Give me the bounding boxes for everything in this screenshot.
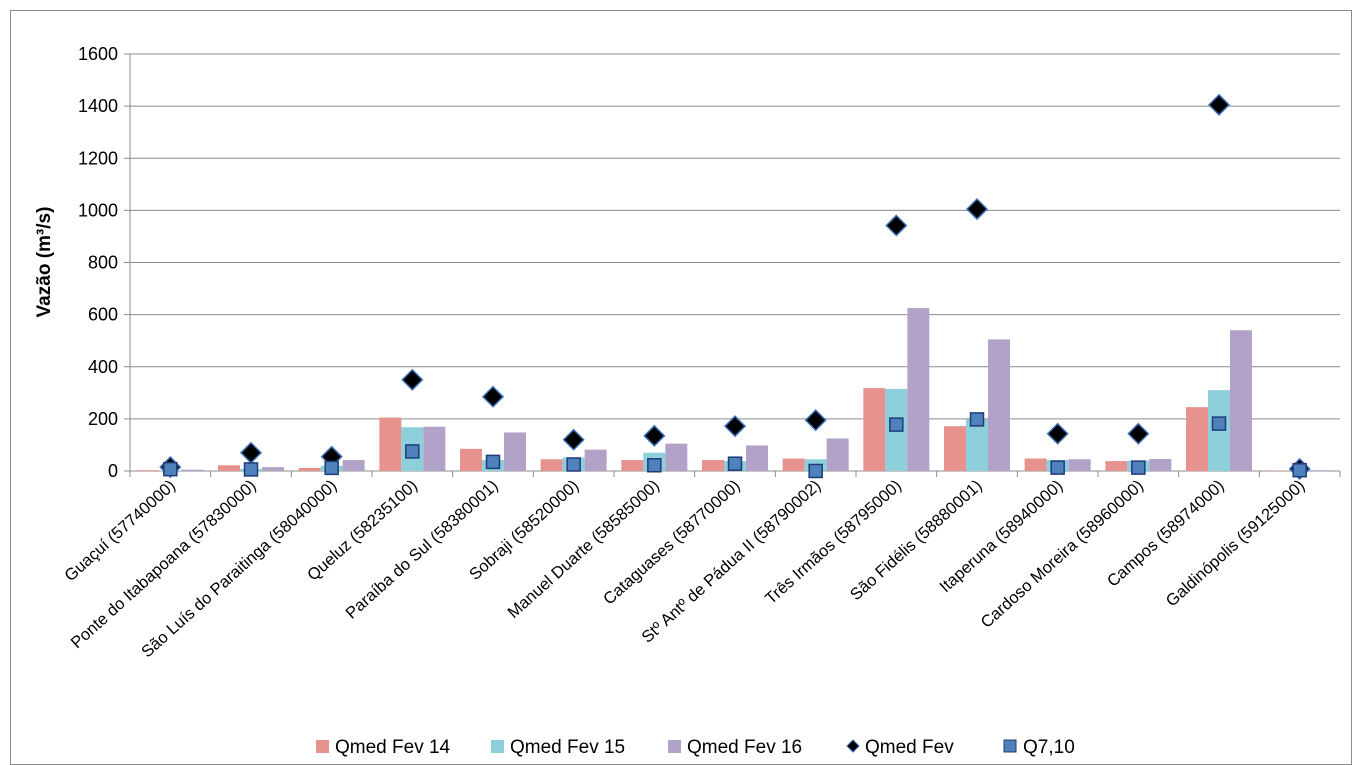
marker-q7-10 <box>889 417 904 432</box>
legend-swatch <box>846 739 860 753</box>
bar-qmed-fev-14 <box>218 465 240 471</box>
bar-qmed-fev-16 <box>423 426 446 471</box>
x-category-label: Três Irmãos (58795000) <box>762 477 905 608</box>
marker-q7-10 <box>727 456 743 471</box>
bar-qmed-fev-16 <box>1310 470 1333 471</box>
x-category-label: São Fidélis (58880001) <box>847 477 986 605</box>
x-category-labels: Guaçuí (57740000)Ponte do Itabapoana (57… <box>61 477 1308 662</box>
bar-qmed-fev-14 <box>1266 470 1289 471</box>
bar-qmed-fev-16 <box>665 443 688 471</box>
marker-qmed-fev <box>401 368 424 391</box>
markers <box>159 93 1311 480</box>
marker-qmed-fev <box>481 385 505 408</box>
marker-qmed-fev <box>965 198 989 221</box>
bar-qmed-fev-14 <box>298 467 321 471</box>
gridlines <box>124 53 1340 472</box>
marker-q7-10 <box>647 458 662 473</box>
x-category-label: Paraíba do Sul (58380001) <box>342 477 501 623</box>
marker-q7-10 <box>324 460 339 476</box>
y-tick-label: 0 <box>108 461 118 481</box>
legend-label: Qmed Fev 14 <box>335 737 451 758</box>
marker-qmed-fev <box>804 409 827 432</box>
marker-q7-10 <box>566 457 581 472</box>
legend-label: Qmed Fev <box>865 737 954 758</box>
marker-qmed-fev <box>885 214 908 237</box>
bar-qmed-fev-14 <box>379 417 402 471</box>
legend-label: Q7,10 <box>1023 737 1075 758</box>
legend-swatch <box>491 740 504 753</box>
bar-qmed-fev-16 <box>746 445 768 471</box>
bar-qmed-fev-16 <box>342 460 365 471</box>
bar-qmed-fev-16 <box>988 339 1010 471</box>
bar-qmed-fev-16 <box>504 432 526 471</box>
x-category-label: Manuel Duarte (58585000) <box>504 477 663 622</box>
marker-q7-10 <box>405 444 420 459</box>
legend: Qmed Fev 14 Qmed Fev 15 Qmed Fev 16 Qmed Fe… <box>316 737 1075 758</box>
bar-qmed-fev-16 <box>584 449 607 471</box>
bar-qmed-fev-14 <box>1024 458 1047 471</box>
bar-qmed-fev-16 <box>1068 459 1091 471</box>
marker-qmed-fev <box>1207 93 1231 116</box>
legend-swatch <box>668 740 681 753</box>
legend-swatch <box>316 740 329 753</box>
marker-q7-10 <box>1292 462 1307 478</box>
bar-qmed-fev-16 <box>181 469 204 471</box>
marker-qmed-fev <box>1046 422 1069 445</box>
y-tick-label: 600 <box>88 305 118 325</box>
y-tick-label: 800 <box>88 253 118 273</box>
marker-qmed-fev <box>239 441 263 464</box>
bar-qmed-fev-14 <box>540 459 563 471</box>
bars <box>137 308 1333 471</box>
bar-qmed-fev-14 <box>137 470 160 471</box>
x-category-label: Cataguases (58770000) <box>600 477 744 609</box>
bar-qmed-fev-14 <box>863 388 886 471</box>
legend-label: Qmed Fev 15 <box>510 737 625 758</box>
marker-q7-10 <box>969 412 985 427</box>
marker-qmed-fev <box>723 415 747 438</box>
bar-qmed-fev-14 <box>782 458 805 471</box>
legend-label: Qmed Fev 16 <box>687 737 802 758</box>
bar-qmed-fev-16 <box>1149 459 1172 471</box>
marker-qmed-fev <box>562 428 585 451</box>
marker-qmed-fev <box>643 424 666 447</box>
y-axis-label: Vazão (m³/s) <box>34 207 55 318</box>
bar-qmed-fev-14 <box>460 448 482 471</box>
marker-q7-10 <box>1050 460 1065 475</box>
marker-q7-10 <box>1211 416 1227 431</box>
marker-q7-10 <box>163 461 178 477</box>
marker-q7-10 <box>808 463 823 479</box>
legend-swatch <box>1003 739 1017 753</box>
y-tick-label: 1400 <box>78 96 118 116</box>
marker-qmed-fev <box>1127 422 1150 445</box>
bar-qmed-fev-16 <box>826 438 849 471</box>
y-tick-label: 200 <box>88 409 118 429</box>
bar-qmed-fev-14 <box>944 426 966 471</box>
x-category-label: Galdinópolis (59125000) <box>1163 477 1309 611</box>
bar-qmed-fev-16 <box>262 467 284 471</box>
bar-qmed-fev-16 <box>907 308 930 471</box>
y-tick-label: 1600 <box>78 44 118 64</box>
y-tick-labels: 0 200 400 600 800 1000 1200 1400 1600 <box>78 44 118 481</box>
x-category-label: Cardoso Moreira (58960000) <box>978 477 1147 632</box>
marker-q7-10 <box>243 462 259 477</box>
bar-qmed-fev-14 <box>702 460 724 471</box>
marker-q7-10 <box>1131 460 1146 475</box>
axes <box>129 54 1341 477</box>
bar-qmed-fev-16 <box>1230 330 1252 471</box>
x-category-label: Stº Antº de Pádua II (58790002) <box>638 477 824 647</box>
bar-qmed-fev-15 <box>966 419 988 471</box>
chart-frame <box>10 10 1352 765</box>
bar-qmed-fev-14 <box>1186 407 1208 471</box>
marker-q7-10 <box>485 454 501 470</box>
y-tick-label: 1200 <box>78 148 118 168</box>
bar-qmed-fev-14 <box>1105 461 1128 471</box>
bar-qmed-fev-14 <box>621 460 644 471</box>
y-tick-label: 400 <box>88 357 118 377</box>
y-tick-label: 1000 <box>78 200 118 220</box>
